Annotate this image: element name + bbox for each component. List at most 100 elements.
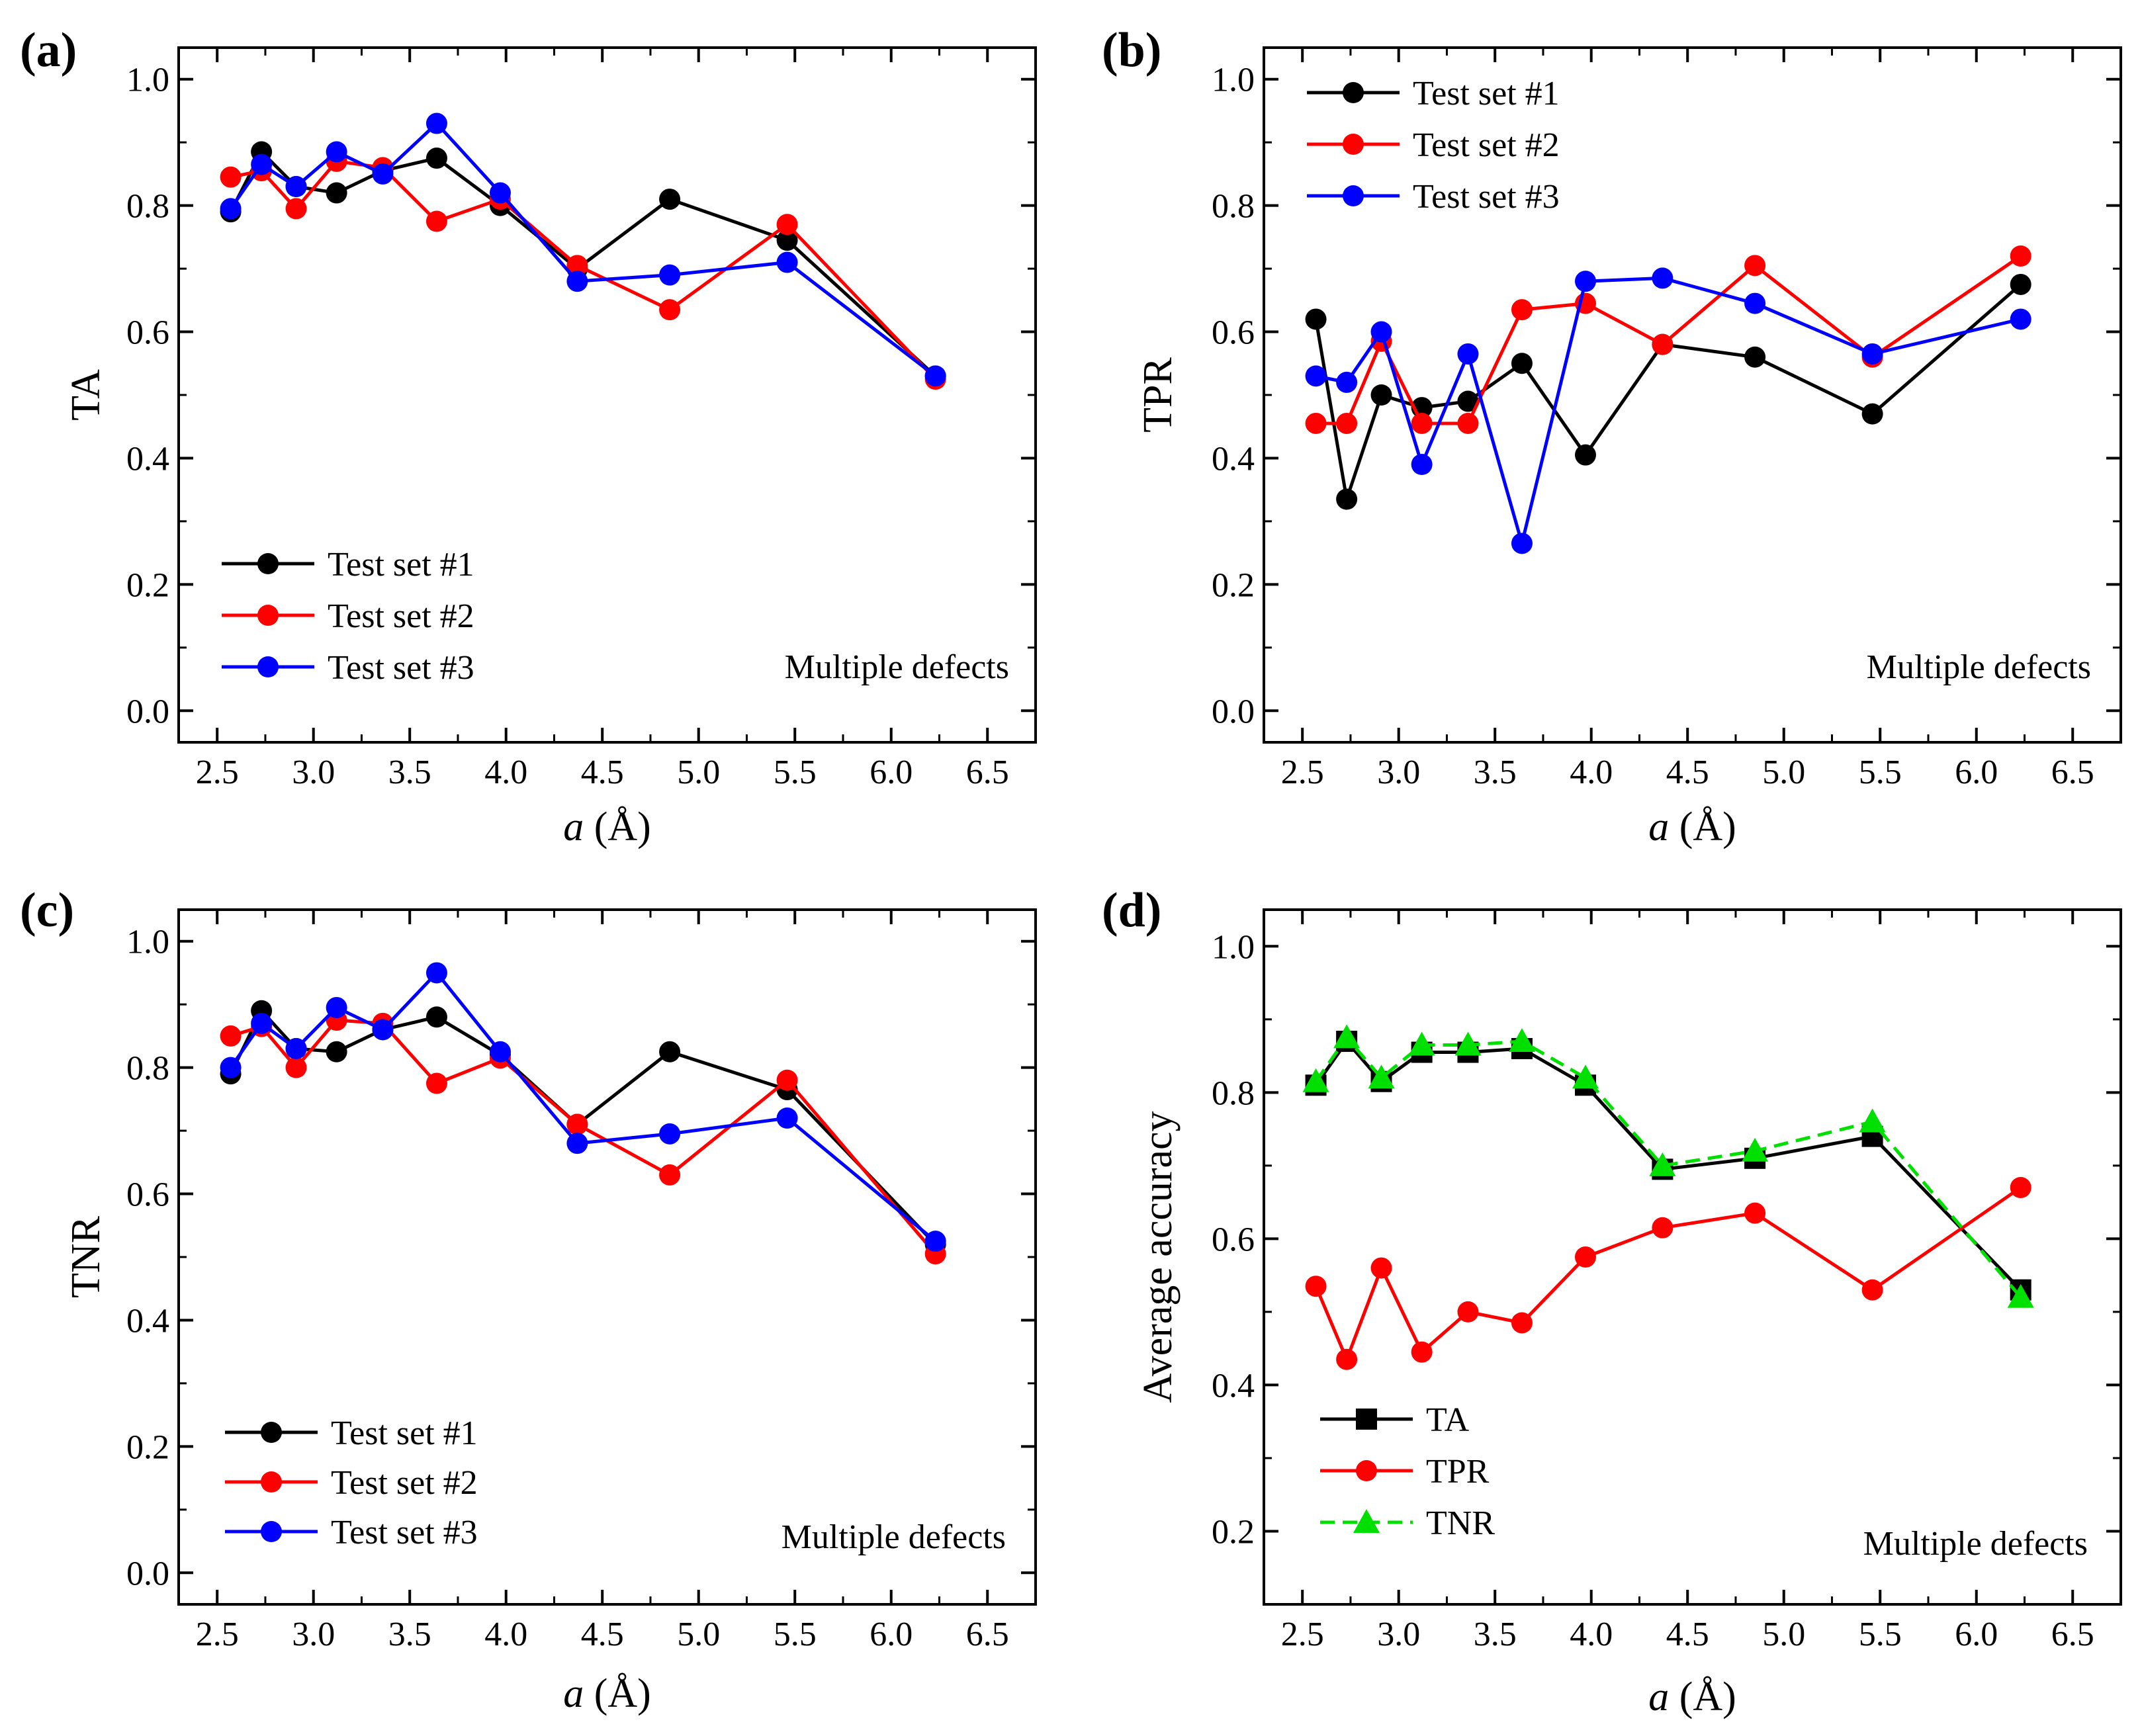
x-tick-label: 2.5 (1281, 754, 1324, 791)
data-point (1859, 1108, 1886, 1133)
x-tick-label: 4.0 (1570, 754, 1613, 791)
y-tick-label: 0.2 (1212, 566, 1255, 604)
series-test-set-1 (1305, 273, 2031, 510)
data-point (2010, 245, 2031, 267)
data-point (2010, 1177, 2031, 1198)
series-test-set-3 (220, 112, 946, 387)
x-tick-label: 5.5 (1859, 754, 1902, 791)
y-axis-label: TNR (64, 1215, 109, 1298)
x-axis-label-var: a (563, 1671, 584, 1716)
data-point (1368, 1064, 1395, 1089)
x-tick-label: 6.5 (2051, 1616, 2094, 1653)
data-point (285, 198, 307, 220)
x-tick-label: 4.5 (1666, 1616, 1709, 1653)
legend-label: TA (1426, 1401, 1470, 1439)
x-axis-label-unit: (Å) (584, 804, 651, 849)
legend-marker (1353, 1509, 1380, 1533)
data-point (1861, 1279, 1883, 1301)
legend-marker (261, 1422, 282, 1443)
y-tick-label: 1.0 (126, 924, 169, 961)
data-point (1511, 353, 1533, 374)
data-point (1333, 1024, 1361, 1049)
y-tick-label: 0.4 (1212, 1367, 1255, 1405)
data-point (1652, 333, 1673, 355)
x-tick-label: 3.0 (292, 754, 335, 791)
data-point (659, 264, 681, 286)
series-test-set-3 (220, 962, 946, 1252)
x-axis-label-var: a (563, 804, 584, 849)
data-point (425, 1072, 447, 1094)
panel-label: (a) (20, 23, 77, 77)
legend-marker (1343, 82, 1364, 103)
data-point (220, 1025, 242, 1047)
legend-label: TPR (1426, 1453, 1490, 1491)
x-axis-label: a (Å) (1648, 804, 1736, 849)
x-tick-label: 3.0 (1377, 1616, 1420, 1653)
data-point (425, 112, 447, 134)
data-point (1370, 384, 1392, 406)
data-point (1574, 271, 1596, 292)
data-point (1411, 454, 1433, 475)
data-point (251, 1012, 273, 1034)
data-point (1511, 299, 1533, 321)
annotation-multiple-defects: Multiple defects (785, 648, 1009, 686)
panel-label: (c) (20, 883, 74, 937)
x-axis-label-unit: (Å) (1669, 804, 1736, 849)
data-point (1336, 488, 1358, 510)
data-point (1454, 1031, 1482, 1056)
x-axis-label-var: a (1648, 1674, 1669, 1719)
chart-panel-b: (b) 2.5 3.0 3.5 4.0 4.5 5.0 5.5 6.0 6.5 0.0 0.2 0.4 0… (1102, 23, 2122, 849)
y-tick-label: 0.4 (1212, 440, 1255, 478)
x-tick-label: 2.5 (196, 1616, 239, 1653)
annotation-multiple-defects: Multiple defects (1867, 648, 2091, 686)
data-point (776, 251, 798, 273)
data-point (1305, 365, 1327, 387)
y-tick-label: 0.6 (126, 314, 169, 352)
data-point (220, 166, 242, 188)
data-point (1457, 1301, 1479, 1323)
legend-label: Test set #3 (328, 649, 474, 687)
x-tick-label: 4.5 (1666, 754, 1709, 791)
data-point (776, 1069, 798, 1091)
data-point (776, 214, 798, 236)
annotation-multiple-defects: Multiple defects (781, 1518, 1006, 1556)
legend-marker (1343, 185, 1364, 206)
legend-marker (1356, 1460, 1377, 1481)
y-tick-label: 0.0 (126, 693, 169, 730)
data-point (425, 1006, 447, 1028)
x-tick-label: 5.0 (677, 1616, 720, 1653)
data-point (220, 1057, 242, 1078)
data-point (1649, 1152, 1676, 1176)
data-point (1411, 412, 1433, 434)
x-tick-label: 4.0 (1570, 1616, 1613, 1653)
x-axis-label: a (Å) (563, 1671, 651, 1716)
data-point (1574, 444, 1596, 466)
x-tick-label: 3.0 (292, 1616, 335, 1653)
legend-label: Test set #2 (1413, 126, 1560, 164)
data-point (566, 1113, 588, 1135)
y-tick-label: 0.2 (126, 566, 169, 604)
x-tick-label: 6.0 (1955, 754, 1998, 791)
y-axis-label: Average accuracy (1136, 1111, 1181, 1403)
legend-label: Test set #3 (1413, 178, 1560, 216)
data-point (326, 996, 347, 1018)
y-tick-label: 0.6 (1212, 1221, 1255, 1258)
data-point (285, 1057, 307, 1078)
x-tick-label: 4.5 (581, 1616, 624, 1653)
data-point (1652, 1217, 1673, 1238)
data-point (659, 1164, 681, 1186)
data-point (1861, 343, 1883, 365)
x-tick-label: 3.5 (1474, 1616, 1517, 1653)
data-point (1511, 533, 1533, 554)
plot-frame (1263, 46, 2122, 744)
data-point (924, 365, 946, 387)
data-point (1742, 1137, 1769, 1162)
legend-marker (261, 1521, 282, 1542)
data-point (1370, 1257, 1392, 1279)
x-axis-label-unit: (Å) (584, 1671, 651, 1716)
data-point (285, 1038, 307, 1059)
data-point (1457, 390, 1479, 412)
data-point (1305, 412, 1327, 434)
data-point (1336, 371, 1358, 393)
y-axis-label: TPR (1136, 357, 1181, 433)
